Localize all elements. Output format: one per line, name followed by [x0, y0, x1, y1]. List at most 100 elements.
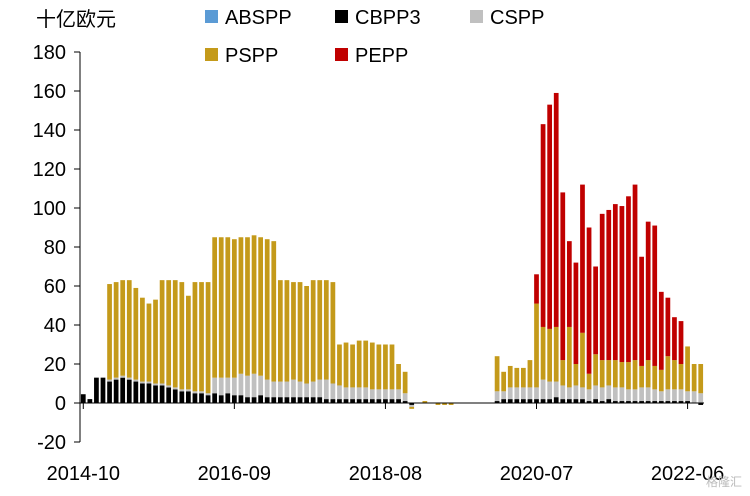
bar-cspp-23 [231, 377, 237, 396]
bar-cspp-70 [540, 379, 546, 400]
bar-pspp-39 [337, 344, 342, 386]
bar-pepp-89 [665, 297, 671, 357]
y-tick-label-100: 100 [33, 198, 66, 220]
bar-cbpp3-33 [297, 397, 303, 403]
bar-cspp-93 [691, 391, 697, 403]
bar-pspp-18 [199, 282, 204, 392]
bar-cbpp3-91 [678, 401, 684, 403]
bar-cspp-88 [658, 391, 664, 402]
axes-group: -20 0 20 40 60 80 100 120 140 160 180 2014-10 2016-0… [33, 42, 725, 485]
legend-swatch-cbpp3 [335, 10, 348, 23]
bar-pspp-78 [593, 354, 598, 386]
bar-pepp-69 [534, 274, 539, 304]
bar-pspp-13 [166, 280, 172, 386]
bar-cspp-69 [534, 387, 539, 400]
bar-cbpp3-3 [100, 377, 106, 403]
bar-pspp-72 [553, 326, 559, 382]
bar-pspp-44 [369, 342, 375, 390]
bar-cbpp3-39 [337, 399, 342, 403]
bar-cbpp3-25 [245, 397, 250, 403]
x-tick-label-2: 2018-08 [349, 463, 422, 485]
legend-swatch-abspp [205, 10, 218, 23]
bar-pepp-82 [619, 206, 625, 363]
bar-pspp-73 [560, 360, 566, 386]
bar-cspp-6 [120, 375, 126, 378]
bar-pspp-69 [534, 303, 539, 388]
bar-pepp-88 [658, 291, 664, 370]
bar-cspp-63 [494, 391, 500, 402]
bar-cbpp3-16 [186, 391, 191, 403]
bar-cbpp3-5 [113, 379, 119, 403]
bar-cspp-21 [218, 377, 224, 396]
bar-cbpp3-89 [665, 401, 671, 403]
bar-pspp-30 [277, 280, 283, 382]
bar-cbpp3-83 [626, 401, 631, 403]
bar-cspp-75 [573, 385, 579, 400]
bar-cbpp3-48 [396, 399, 401, 403]
bar-cbpp3-71 [547, 399, 553, 403]
bar-pspp-37 [323, 280, 329, 380]
bar-pepp-90 [672, 317, 677, 361]
bar-pspp-54 [435, 403, 441, 405]
bar-cbpp3-94 [698, 403, 704, 405]
bar-cbpp3-72 [553, 397, 559, 403]
bar-cspp-87 [652, 389, 658, 402]
bar-pspp-70 [540, 326, 546, 380]
bar-cspp-48 [396, 389, 401, 400]
bar-pspp-87 [652, 365, 658, 390]
bar-pspp-80 [606, 360, 612, 386]
bar-cspp-94 [698, 393, 704, 403]
bar-pspp-36 [317, 280, 323, 380]
bar-pspp-52 [422, 401, 428, 403]
bar-pspp-63 [494, 356, 500, 392]
bar-cspp-25 [245, 375, 250, 398]
bar-cbpp3-0 [80, 394, 86, 403]
x-tick-label-3: 2020-07 [500, 463, 573, 485]
bar-pspp-66 [514, 367, 520, 388]
bar-pspp-38 [330, 282, 336, 384]
bar-pspp-7 [126, 280, 132, 378]
bar-pspp-11 [153, 299, 158, 384]
bar-cbpp3-17 [192, 393, 198, 403]
bar-cbpp3-79 [599, 401, 605, 403]
bar-pepp-75 [573, 262, 579, 364]
bar-pspp-32 [291, 282, 296, 380]
bar-cbpp3-74 [566, 399, 572, 403]
bar-pepp-74 [566, 241, 572, 327]
y-tick-label-0: 0 [55, 393, 66, 415]
bar-cspp-79 [599, 387, 605, 402]
bar-cbpp3-26 [251, 397, 257, 403]
bar-pspp-15 [179, 282, 185, 390]
bar-cspp-24 [238, 373, 244, 396]
bar-cspp-12 [159, 383, 165, 386]
bar-pepp-79 [599, 213, 605, 361]
legend: ABSPP CBPP3 CSPP PSPP PEPP [205, 7, 544, 67]
bar-pepp-87 [652, 225, 658, 366]
bar-pspp-9 [140, 297, 145, 382]
legend-swatch-pspp [205, 48, 218, 61]
bar-cspp-43 [363, 387, 369, 400]
bar-cspp-84 [632, 389, 638, 402]
bar-pspp-67 [521, 367, 526, 388]
bar-cspp-39 [337, 385, 342, 400]
bar-pspp-68 [527, 360, 533, 388]
bar-cbpp3-49 [402, 401, 408, 403]
bar-pspp-31 [284, 280, 290, 382]
bar-pspp-33 [297, 282, 303, 382]
bar-cbpp3-24 [238, 395, 244, 403]
bar-pspp-65 [507, 365, 513, 388]
bar-cspp-27 [258, 375, 263, 396]
bar-cspp-16 [186, 389, 191, 392]
bar-cspp-20 [212, 377, 218, 394]
bar-cbpp3-36 [317, 397, 323, 403]
bar-pepp-77 [586, 227, 592, 374]
bar-pspp-23 [231, 239, 237, 378]
bar-cspp-73 [560, 385, 566, 400]
bar-cbpp3-8 [133, 381, 139, 403]
bar-cspp-19 [205, 393, 211, 396]
y-tick-label-40: 40 [44, 315, 66, 337]
bar-cbpp3-35 [310, 397, 316, 403]
bar-cspp-76 [580, 387, 585, 400]
bar-cspp-44 [369, 389, 375, 400]
bar-cbpp3-67 [521, 399, 526, 403]
